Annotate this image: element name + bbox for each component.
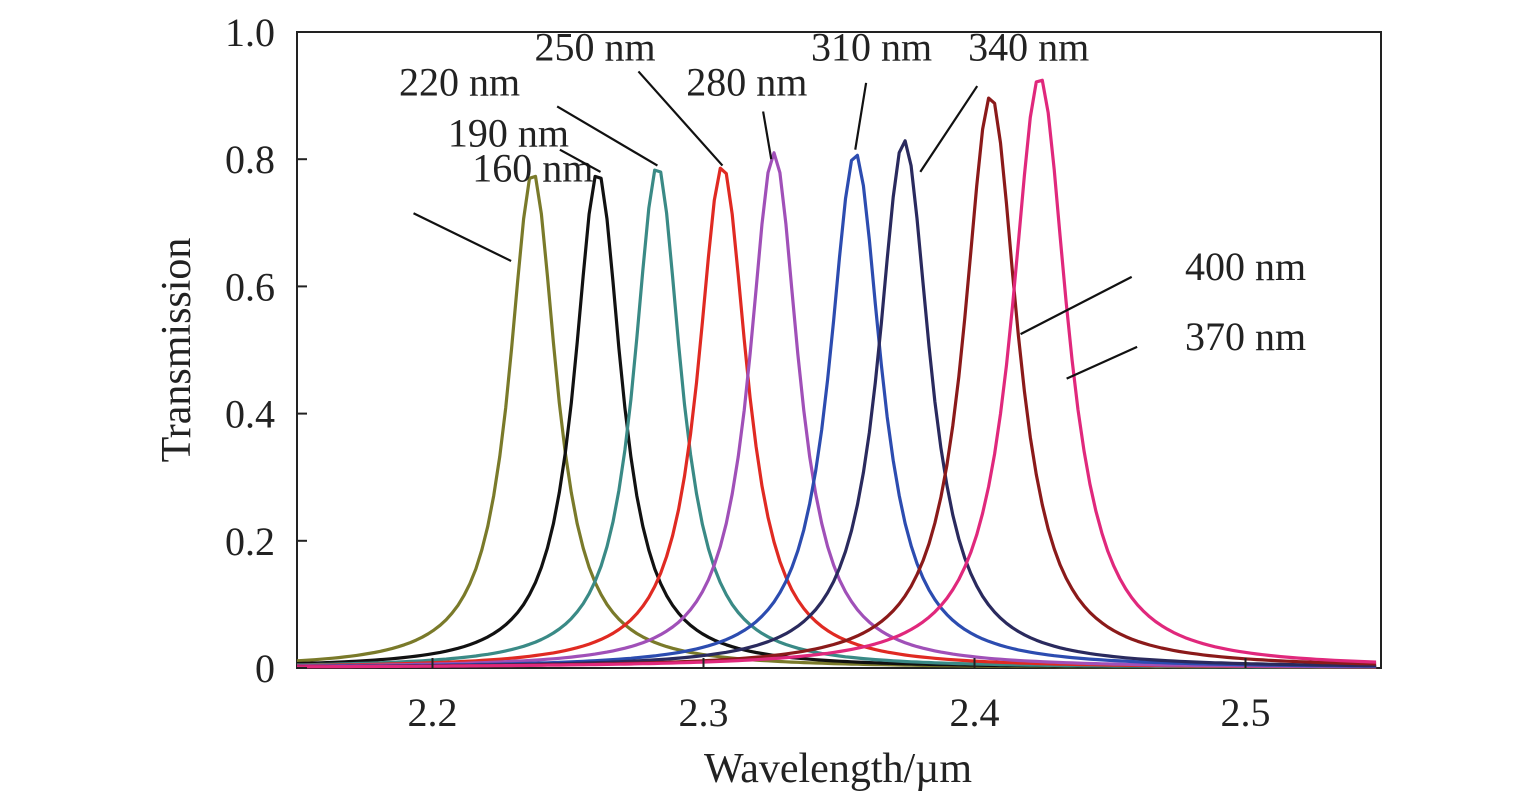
y-axis-title: Transmission [154, 238, 200, 463]
y-tick-label: 0.8 [225, 137, 275, 182]
axis-ticks: 2.2 2.3 2.4 2.5 0 0.2 0.4 0.6 0.8 1.0 [225, 10, 1271, 735]
leader-line-340-nm [919, 85, 979, 173]
leader-line-370-nm [1066, 345, 1138, 380]
y-tick-label: 1.0 [225, 10, 275, 55]
leader-line-280-nm [762, 111, 773, 160]
leader-line-400-nm [1020, 275, 1133, 336]
leader-line-160-nm [413, 212, 512, 262]
series-curve-370-nm [297, 96, 1377, 669]
series-curves [296, 78, 1377, 669]
series-label-250-nm: 250 nm [535, 25, 656, 70]
series-curve-340-nm [297, 139, 1377, 669]
leader-line-310-nm [854, 82, 868, 150]
series-label-400-nm: 400 nm [1185, 244, 1306, 289]
series-label-160-nm: 160 nm [472, 145, 593, 190]
plot-border [296, 31, 1382, 669]
series-label-310-nm: 310 nm [811, 25, 932, 70]
series-curve-400-nm [297, 78, 1377, 669]
series-label-280-nm: 280 nm [686, 60, 807, 105]
x-tick-label: 2.2 [408, 690, 458, 735]
x-axis-title: Wavelength/µm [704, 746, 972, 792]
y-tick-label: 0.2 [225, 519, 275, 564]
series-curve-280-nm [296, 151, 1377, 669]
y-tick-label: 0 [255, 646, 275, 691]
x-tick-label: 2.4 [950, 690, 1000, 735]
series-curve-250-nm [297, 166, 1377, 669]
x-tick-label: 2.5 [1221, 690, 1271, 735]
y-tick-label: 0.4 [225, 392, 275, 437]
series-label-340-nm: 340 nm [968, 25, 1089, 70]
x-tick-label: 2.3 [679, 690, 729, 735]
y-tick-label: 0.6 [225, 264, 275, 309]
leader-line-190-nm [559, 148, 602, 173]
series-label-220-nm: 220 nm [399, 60, 520, 105]
leader-line-220-nm [556, 105, 658, 167]
series-label-190-nm: 190 nm [448, 110, 569, 155]
leader-line-250-nm [637, 70, 724, 167]
series-curve-310-nm [297, 153, 1377, 668]
plot-frame [296, 31, 1382, 669]
series-label-370-nm: 370 nm [1185, 314, 1306, 359]
